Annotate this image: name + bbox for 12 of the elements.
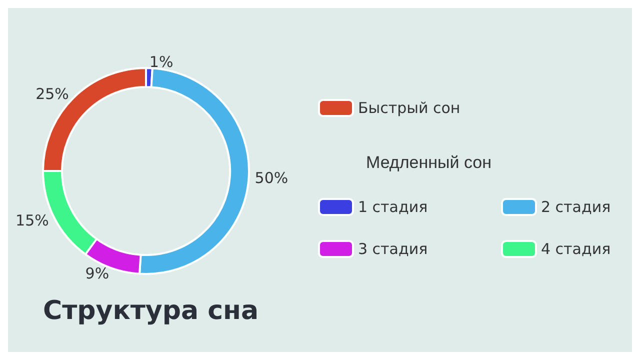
legend-label: 1 стадия xyxy=(358,198,428,216)
data-label: 1% xyxy=(149,53,174,72)
data-label: 15% xyxy=(16,211,49,230)
text: Структура сна xyxy=(43,296,259,326)
legend-title: Медленный сон xyxy=(366,153,492,172)
legend-label: 2 стадия xyxy=(541,198,611,216)
data-label: 25% xyxy=(36,84,69,103)
legend-label: Быстрый сон xyxy=(358,99,460,117)
data-label: 9% xyxy=(85,264,110,283)
data-label: 50% xyxy=(254,168,288,187)
legend-label: 4 стадия xyxy=(541,240,611,258)
legend-label: 3 стадия xyxy=(358,240,428,258)
